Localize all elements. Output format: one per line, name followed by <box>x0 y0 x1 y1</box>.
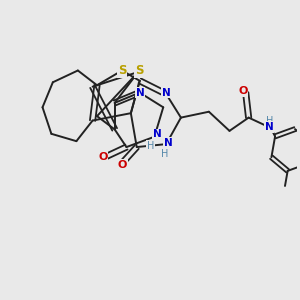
Text: H: H <box>161 149 168 159</box>
Text: N: N <box>153 129 162 140</box>
Text: N: N <box>164 138 173 148</box>
Text: N: N <box>265 122 274 132</box>
Text: O: O <box>238 86 248 96</box>
Text: H: H <box>147 141 155 151</box>
Text: O: O <box>117 160 127 170</box>
Text: H: H <box>266 116 273 126</box>
Text: S: S <box>118 64 126 77</box>
Text: N: N <box>162 88 171 98</box>
Text: N: N <box>136 88 145 98</box>
Text: S: S <box>135 64 144 77</box>
Text: O: O <box>98 152 108 162</box>
